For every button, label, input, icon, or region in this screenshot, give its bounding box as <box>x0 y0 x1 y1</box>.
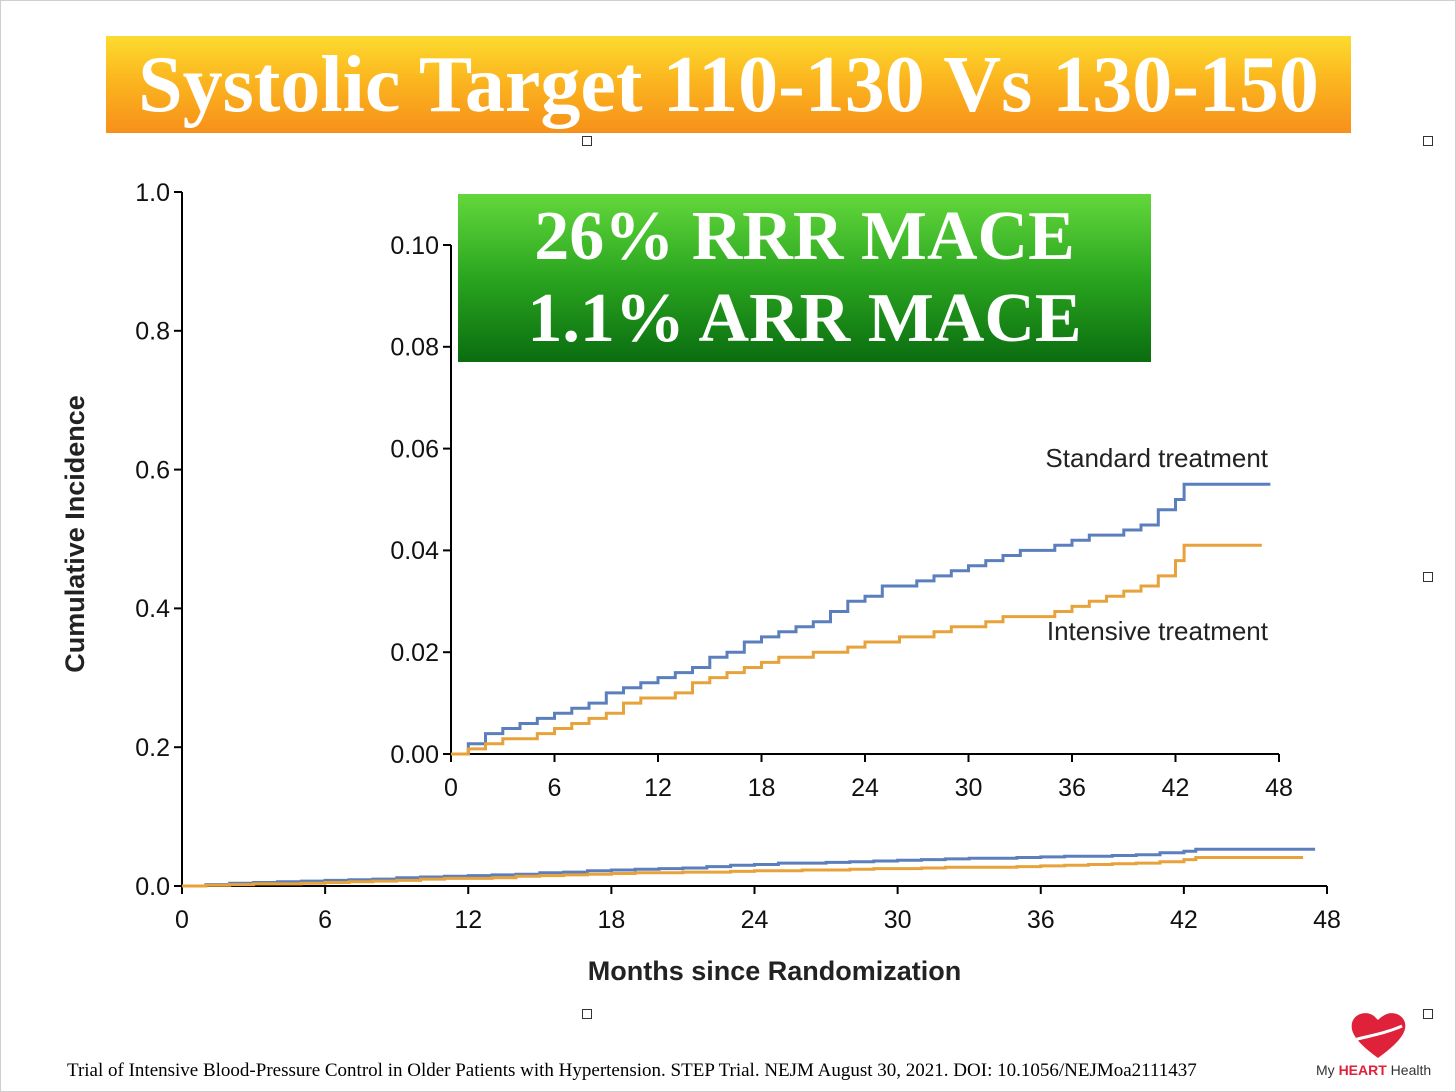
highlight-arr: 1.1% ARR MACE <box>527 280 1082 357</box>
x-tick-label: 6 <box>318 906 332 934</box>
heart-icon <box>1351 1013 1406 1058</box>
title-banner: Systolic Target 110-130 Vs 130-150 <box>106 36 1351 133</box>
x-tick-label: 24 <box>741 906 769 934</box>
series-label-intensive: Intensive treatment <box>1047 616 1269 646</box>
y-tick-label: 0.0 <box>135 873 170 901</box>
x-tick-label: 48 <box>1265 774 1293 802</box>
citation-text: Trial of Intensive Blood-Pressure Contro… <box>67 1060 1197 1081</box>
x-tick-label: 18 <box>597 906 625 934</box>
x-tick-label: 30 <box>955 774 983 802</box>
series-label-standard: Standard treatment <box>1045 443 1268 473</box>
x-tick-label: 12 <box>644 774 672 802</box>
y-tick-label: 1.0 <box>135 179 170 207</box>
selection-handle-top-center[interactable] <box>582 136 592 146</box>
selection-handle-bottom-center[interactable] <box>582 1009 592 1019</box>
x-tick-label: 12 <box>454 906 482 934</box>
y-tick-label: 0.00 <box>390 741 439 769</box>
highlight-rrr: 26% RRR MACE <box>534 198 1075 275</box>
y-tick-label: 0.4 <box>135 595 170 623</box>
logo-text: My HEART Health <box>1316 1062 1431 1078</box>
y-tick-label: 0.08 <box>390 334 439 362</box>
x-axis-title: Months since Randomization <box>588 956 962 986</box>
logo-brand: HEART <box>1338 1062 1387 1078</box>
x-tick-label: 36 <box>1058 774 1086 802</box>
x-tick-label: 0 <box>175 906 189 934</box>
selection-handle-top-right[interactable] <box>1423 136 1433 146</box>
slide-title: Systolic Target 110-130 Vs 130-150 <box>138 40 1319 129</box>
selection-handle-bottom-right[interactable] <box>1423 1009 1433 1019</box>
series-line-standard <box>451 482 1271 756</box>
y-tick-label: 0.6 <box>135 456 170 484</box>
inset-chart: 0 6 12 18 24 30 36 42 48 0.00 0.02 0.04 0.06 0.08 0.10… <box>390 232 1293 802</box>
x-tick-label: 36 <box>1027 906 1055 934</box>
x-tick-label: 48 <box>1313 906 1341 934</box>
x-tick-label: 18 <box>748 774 776 802</box>
selection-handle-middle-right[interactable] <box>1423 572 1433 582</box>
x-tick-label: 30 <box>884 906 912 934</box>
highlight-box: 26% RRR MACE 1.1% ARR MACE <box>458 194 1151 362</box>
x-tick-label: 42 <box>1170 906 1198 934</box>
series-line-standard <box>182 847 1316 888</box>
main-chart: 0 6 12 18 24 30 36 42 48 0.0 0.2 0.4 0.6 0.8 1.0 Months… <box>60 179 1341 986</box>
y-tick-label: 0.06 <box>390 435 439 463</box>
y-axis-title: Cumulative Incidence <box>60 395 90 673</box>
logo-prefix: My <box>1316 1062 1339 1078</box>
y-tick-label: 0.02 <box>390 639 439 667</box>
y-tick-label: 0.8 <box>135 318 170 346</box>
x-tick-label: 0 <box>444 774 458 802</box>
x-tick-label: 42 <box>1162 774 1190 802</box>
x-tick-label: 24 <box>851 774 879 802</box>
logo-suffix: Health <box>1386 1062 1432 1078</box>
y-tick-label: 0.2 <box>135 734 170 762</box>
x-tick-label: 6 <box>548 774 562 802</box>
my-heart-health-logo: My HEART Health <box>1316 1010 1456 1080</box>
series-line-intensive <box>451 543 1262 756</box>
y-tick-label: 0.10 <box>390 232 439 260</box>
y-tick-label: 0.04 <box>390 537 439 565</box>
series-line-intensive <box>182 856 1304 888</box>
